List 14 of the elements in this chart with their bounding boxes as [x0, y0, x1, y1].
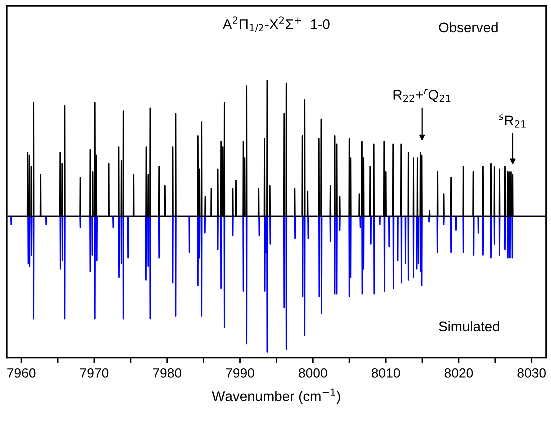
- x-tick-label: 8000: [299, 368, 328, 378]
- x-tick-label: 8030: [518, 368, 546, 378]
- text: Observed: [439, 22, 498, 33]
- annotation: Simulated: [439, 321, 500, 332]
- annotation: $^{s}$R$_{21}$: [498, 114, 526, 128]
- x-axis-title: Wavenumber (cm$^{−1}$): [212, 388, 340, 404]
- chart-title: A$^{2}$Π$_{1/2}$-X$^{2}$Σ$^{+}$ 1-0: [222, 16, 330, 32]
- x-tick-label: 7970: [80, 368, 109, 378]
- annotation: R$_{22}$+$^{r}$Q$_{21}$: [394, 89, 451, 102]
- x-tick-label: 7980: [153, 368, 182, 378]
- x-tick-label: 7960: [8, 368, 36, 378]
- x-tick-label: 8020: [444, 368, 474, 378]
- x-tick-label: 7990: [226, 368, 254, 378]
- x-tick-label: 8010: [372, 368, 400, 378]
